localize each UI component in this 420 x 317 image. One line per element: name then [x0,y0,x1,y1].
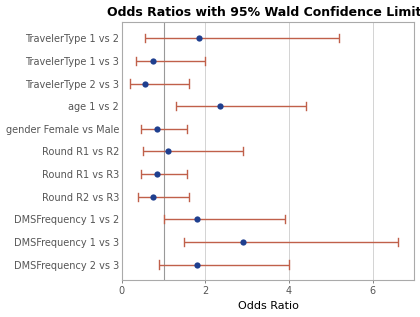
X-axis label: Odds Ratio: Odds Ratio [238,301,299,311]
Title: Odds Ratios with 95% Wald Confidence Limits: Odds Ratios with 95% Wald Confidence Lim… [107,6,420,19]
